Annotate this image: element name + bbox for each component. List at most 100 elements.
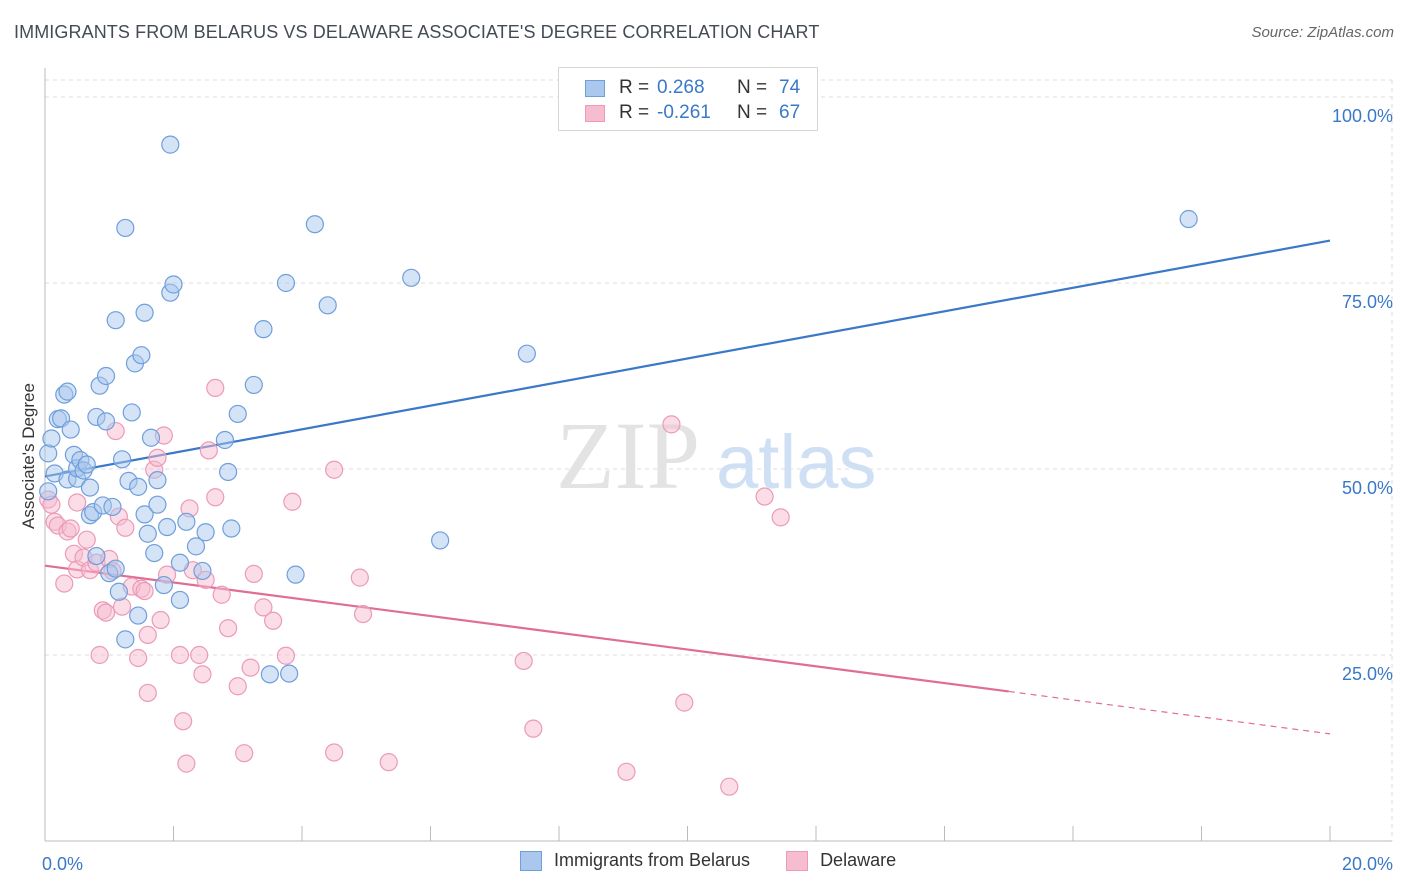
y-axis-label: Associate's Degree <box>19 383 38 529</box>
belarus-point <box>228 404 247 424</box>
belarus-point <box>193 561 212 581</box>
x-tick-label: 20.0% <box>1342 854 1393 874</box>
delaware-point <box>206 378 225 398</box>
y-tick-label: 25.0% <box>1342 664 1393 684</box>
correlation-legend: R = 0.268 N = 74 R = -0.261 N = 67 <box>558 67 818 131</box>
belarus-point <box>215 430 234 450</box>
delaware-point <box>148 448 167 467</box>
belarus-point <box>135 505 154 524</box>
delaware-point <box>675 693 694 712</box>
belarus-point <box>170 553 190 572</box>
legend-n-value: 67 <box>779 102 801 123</box>
delaware-trend-line <box>44 564 1009 693</box>
legend-r-value: 0.268 <box>657 77 705 98</box>
delaware-point <box>193 665 212 684</box>
belarus-point <box>39 444 58 463</box>
belarus-point <box>170 590 190 610</box>
belarus-point <box>109 582 128 601</box>
grid-lines <box>45 79 1393 841</box>
belarus-point <box>135 303 154 322</box>
belarus-point <box>141 428 161 447</box>
delaware-point <box>662 415 681 434</box>
delaware-point <box>206 488 225 507</box>
belarus-point <box>186 537 206 556</box>
delaware-points <box>39 378 790 796</box>
belarus-point <box>80 478 100 497</box>
delaware-point <box>138 683 157 703</box>
belarus-point <box>96 412 116 431</box>
delaware-point <box>112 597 132 616</box>
belarus-point <box>106 559 125 578</box>
belarus-point <box>148 471 167 490</box>
delaware-point <box>116 518 135 537</box>
delaware-point <box>228 677 247 696</box>
delaware-point <box>241 658 260 677</box>
belarus-point <box>196 523 215 542</box>
belarus-point <box>431 531 450 550</box>
belarus-point <box>112 450 132 469</box>
belarus-trend-line <box>44 239 1331 478</box>
belarus-point <box>219 462 238 482</box>
belarus-point <box>138 524 157 543</box>
delaware-point <box>96 603 116 622</box>
delaware-point <box>353 604 373 624</box>
belarus-point <box>148 495 167 514</box>
belarus-point <box>318 296 337 315</box>
delaware-point <box>254 598 273 617</box>
legend-label-delaware: Delaware <box>820 850 897 870</box>
delaware-point <box>177 754 196 773</box>
belarus-point <box>129 477 148 496</box>
y-tick-label: 75.0% <box>1342 292 1393 312</box>
watermark-zip: ZIP <box>556 402 700 509</box>
delaware-point <box>276 646 296 665</box>
belarus-point <box>402 268 421 287</box>
delaware-point <box>755 487 774 506</box>
belarus-point <box>161 135 180 154</box>
delaware-point <box>350 568 369 587</box>
belarus-point <box>61 420 80 439</box>
belarus-point <box>77 455 96 474</box>
delaware-point <box>514 651 533 671</box>
legend-n-label: N = <box>737 102 768 123</box>
belarus-point <box>305 215 324 234</box>
x-tick-label: 0.0% <box>42 854 83 874</box>
delaware-point <box>283 492 302 511</box>
legend-n-label: N = <box>737 77 768 98</box>
series-legend: Immigrants from Belarus Delaware <box>520 850 932 871</box>
legend-item-belarus[interactable]: Immigrants from Belarus <box>520 850 750 871</box>
belarus-point <box>286 565 305 584</box>
watermark: ZIP atlas <box>556 402 877 509</box>
belarus-point <box>116 218 135 238</box>
delaware-point <box>771 508 790 527</box>
legend-item-delaware[interactable]: Delaware <box>786 850 896 871</box>
delaware-point <box>77 530 96 549</box>
delaware-point <box>325 460 344 479</box>
legend-label-belarus: Immigrants from Belarus <box>554 850 751 870</box>
delaware-point <box>263 611 283 630</box>
belarus-point <box>260 665 279 684</box>
delaware-point <box>170 645 190 665</box>
legend-swatch-pink <box>786 850 809 871</box>
belarus-point <box>132 346 151 365</box>
y-tick-label: 100.0% <box>1332 106 1393 126</box>
delaware-point <box>617 762 636 781</box>
legend-swatch-blue <box>585 79 605 97</box>
belarus-point <box>276 273 296 293</box>
belarus-point <box>244 375 263 395</box>
delaware-point <box>129 648 148 668</box>
legend-swatch-blue <box>520 850 542 871</box>
legend-r-label: R = <box>619 102 650 123</box>
source-label: Source: ZipAtlas.com <box>1251 24 1394 41</box>
chart-title: IMMIGRANTS FROM BELARUS VS DELAWARE ASSO… <box>14 22 820 42</box>
tick-labels: 25.0% 50.0% 75.0% 100.0% 0.0% 20.0% <box>42 106 1393 874</box>
belarus-point <box>96 366 116 386</box>
delaware-point <box>219 619 238 638</box>
belarus-point <box>58 382 77 401</box>
belarus-point <box>39 482 58 501</box>
belarus-points <box>39 135 1198 684</box>
delaware-point <box>325 743 344 762</box>
legend-row-delaware: R = -0.261 N = 67 <box>585 101 800 125</box>
delaware-point <box>379 753 398 772</box>
delaware-point <box>61 519 80 538</box>
